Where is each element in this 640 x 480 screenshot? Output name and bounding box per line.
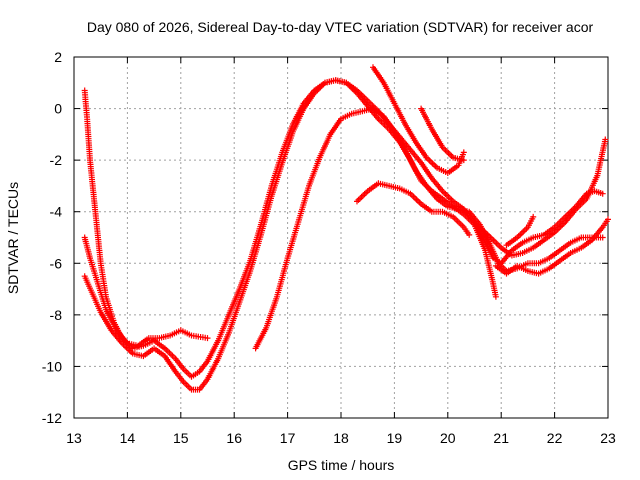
y-tick-label: 2 <box>54 49 62 65</box>
y-tick-label: -2 <box>50 152 63 168</box>
x-tick-label: 22 <box>547 430 563 446</box>
chart-title: Day 080 of 2026, Sidereal Day-to-day VTE… <box>87 19 594 35</box>
data-point-markers <box>81 234 211 349</box>
data-point-markers <box>354 180 473 238</box>
data-point-markers <box>503 213 537 249</box>
grid <box>74 57 608 418</box>
data-series <box>81 64 611 393</box>
data-point-markers <box>492 216 611 277</box>
x-tick-label: 18 <box>333 430 349 446</box>
series-track-10 <box>503 213 537 249</box>
series-track-5 <box>354 180 473 238</box>
x-tick-label: 15 <box>173 430 189 446</box>
x-tick-label: 16 <box>226 430 242 446</box>
x-axis-ticks: 13 14 15 16 17 18 19 20 21 22 23 <box>66 57 616 446</box>
y-tick-label: -6 <box>50 255 63 271</box>
series-track-1 <box>81 77 499 380</box>
x-tick-label: 21 <box>493 430 509 446</box>
x-tick-label: 14 <box>120 430 136 446</box>
y-tick-label: -4 <box>50 204 63 220</box>
x-tick-label: 17 <box>280 430 296 446</box>
series-track-6 <box>370 64 467 176</box>
data-point-markers <box>418 105 467 164</box>
series-track-9 <box>492 216 611 277</box>
x-tick-label: 23 <box>600 430 616 446</box>
data-point-markers <box>370 64 467 176</box>
x-axis-label: GPS time / hours <box>288 457 395 473</box>
data-point-markers <box>252 105 606 352</box>
series-track-4 <box>252 105 606 352</box>
data-point-markers <box>476 136 609 259</box>
x-tick-label: 13 <box>66 430 82 446</box>
y-tick-label: -10 <box>42 358 62 374</box>
y-axis-ticks: -12 -10 -8 -6 -4 -2 0 2 <box>42 49 608 426</box>
series-track-7 <box>418 105 467 164</box>
y-axis-label: SDTVAR / TECUs <box>5 182 21 294</box>
x-tick-label: 19 <box>387 430 403 446</box>
x-tick-label: 20 <box>440 430 456 446</box>
y-tick-label: -8 <box>50 307 63 323</box>
series-track-8 <box>476 136 609 259</box>
data-point-markers <box>81 77 499 380</box>
series-track-2 <box>81 234 211 349</box>
y-tick-label: -12 <box>42 410 62 426</box>
y-tick-label: 0 <box>54 101 62 117</box>
